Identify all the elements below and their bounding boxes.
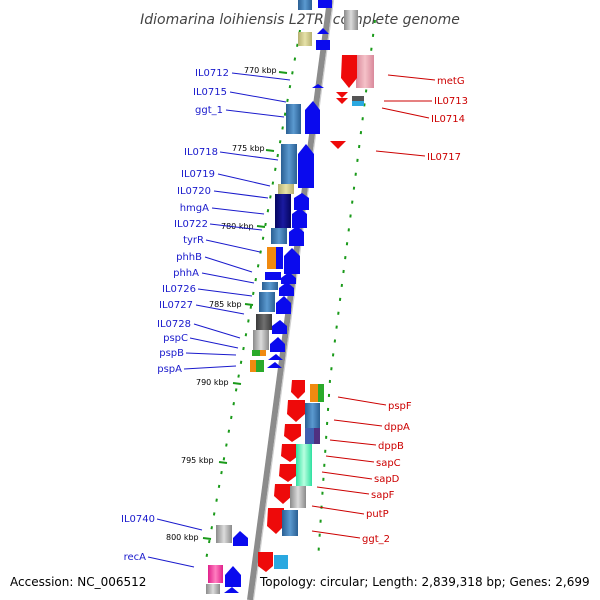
gene-label-il0715: IL0715 bbox=[193, 87, 227, 98]
reverse-gene-arrows bbox=[258, 10, 374, 572]
gene-label-dppa: dppA bbox=[384, 422, 410, 433]
kbp-label-780: 780 kbp bbox=[221, 222, 254, 231]
gene-label-il0718: IL0718 bbox=[184, 147, 218, 158]
gene-label-putp: putP bbox=[366, 509, 389, 520]
gene-label-il0720: IL0720 bbox=[177, 186, 211, 197]
kbp-label-785: 785 kbp bbox=[209, 300, 242, 309]
gene-label-metg: metG bbox=[437, 76, 465, 87]
gene-label-il0712: IL0712 bbox=[195, 68, 229, 79]
left-leader-lines bbox=[147, 72, 291, 568]
gene-label-il0740: IL0740 bbox=[121, 514, 155, 525]
forward-gene-arrows bbox=[224, 0, 332, 593]
left-feature-blocks bbox=[206, 0, 312, 594]
gene-label-pspc: pspC bbox=[163, 333, 188, 344]
gene-label-il0726: IL0726 bbox=[162, 284, 196, 295]
gene-label-pspb: pspB bbox=[159, 348, 184, 359]
right-gene-labels: metG IL0713 IL0714 IL0717 pspF dppA dppB… bbox=[362, 76, 468, 545]
kbp-label-790: 790 kbp bbox=[196, 378, 229, 387]
gene-label-hmga: hmgA bbox=[180, 203, 209, 214]
gene-label-ggt-1: ggt_1 bbox=[195, 105, 223, 116]
gene-label-sapf: sapF bbox=[371, 490, 395, 501]
kbp-label-770: 770 kbp bbox=[244, 66, 277, 75]
gene-label-sapc: sapC bbox=[376, 458, 401, 469]
gene-label-reca: recA bbox=[124, 552, 147, 563]
genome-backbone bbox=[247, 0, 335, 600]
right-leader-lines bbox=[311, 74, 436, 539]
gene-label-phhb: phhB bbox=[176, 252, 202, 263]
left-gene-labels: IL0712 IL0715 ggt_1 IL0718 IL0719 IL0720… bbox=[121, 68, 229, 563]
gene-label-il0719: IL0719 bbox=[181, 169, 215, 180]
gene-label-il0714: IL0714 bbox=[431, 114, 465, 125]
gene-label-pspa: pspA bbox=[157, 364, 182, 375]
gene-label-il0728: IL0728 bbox=[157, 319, 191, 330]
gene-label-il0727: IL0727 bbox=[159, 300, 193, 311]
kbp-label-775: 775 kbp bbox=[232, 144, 265, 153]
gene-label-phha: phhA bbox=[173, 268, 199, 279]
gene-label-dppb: dppB bbox=[378, 441, 404, 452]
map-title: Idiomarina loihiensis L2TR, complete gen… bbox=[140, 12, 460, 28]
accession-text: Accession: NC_006512 bbox=[10, 575, 146, 589]
kbp-labels: 770 kbp 775 kbp 780 kbp 785 kbp 790 kbp … bbox=[166, 66, 277, 542]
gene-label-tyrr: tyrR bbox=[183, 235, 204, 246]
gene-label-pspf: pspF bbox=[388, 401, 412, 412]
gene-label-sapd: sapD bbox=[374, 474, 400, 485]
topology-text: Topology: circular; Length: 2,839,318 bp… bbox=[259, 575, 590, 589]
kbp-ticks bbox=[202, 71, 288, 540]
gene-label-il0713: IL0713 bbox=[434, 96, 468, 107]
kbp-label-800: 800 kbp bbox=[166, 533, 199, 542]
kbp-label-795: 795 kbp bbox=[181, 456, 214, 465]
gene-label-ggt-2: ggt_2 bbox=[362, 534, 390, 545]
gene-label-il0722: IL0722 bbox=[174, 219, 208, 230]
left-dotted-track bbox=[205, 29, 301, 561]
gene-label-il0717: IL0717 bbox=[427, 152, 461, 163]
right-dotted-track bbox=[317, 19, 376, 561]
